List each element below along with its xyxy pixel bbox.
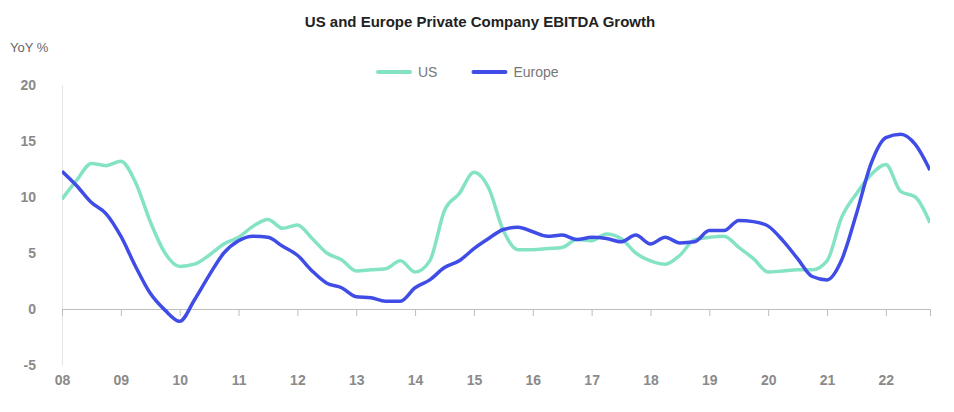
x-tick-label: 21: [820, 372, 836, 388]
legend-swatch: [473, 70, 505, 74]
x-tick-mark: [827, 309, 828, 316]
y-tick: -5: [24, 357, 62, 373]
y-tick: 5: [28, 245, 62, 261]
y-tick: 10: [20, 189, 62, 205]
y-axis-title: YoY %: [10, 40, 49, 55]
x-tick-mark: [180, 309, 181, 316]
plot-area: [62, 134, 930, 321]
x-tick: 17: [584, 309, 600, 388]
y-tick-label: 15: [20, 133, 36, 149]
y-tick: 0: [28, 301, 62, 317]
legend-label: US: [418, 64, 437, 80]
x-tick: 16: [525, 309, 541, 388]
x-tick-mark: [709, 309, 710, 316]
x-tick: 19: [702, 309, 718, 388]
series-line: [62, 161, 930, 272]
x-tick-mark: [415, 309, 416, 316]
x-tick: 14: [408, 309, 424, 388]
chart: US and Europe Private Company EBITDA Gro…: [0, 0, 954, 412]
x-tick: 11: [232, 309, 247, 388]
y-axis-line: [62, 86, 63, 366]
x-tick-label: 20: [761, 372, 777, 388]
x-tick: 22: [879, 309, 895, 388]
y-tick-label: 20: [20, 77, 36, 93]
x-tick-label: 08: [55, 372, 71, 388]
x-tick: 13: [349, 309, 365, 388]
y-tick-label: 0: [28, 301, 36, 317]
legend-swatch: [378, 70, 410, 74]
x-tick: 09: [114, 309, 130, 388]
x-tick-mark: [886, 309, 887, 316]
x-tick-mark: [533, 309, 534, 316]
x-tick-mark: [62, 309, 63, 316]
x-tick-mark: [592, 309, 593, 316]
x-tick-mark: [768, 309, 769, 316]
x-tick-label: 10: [172, 372, 188, 388]
y-tick: 15: [20, 133, 62, 149]
legend-label: Europe: [513, 64, 558, 80]
x-tick-mark: [474, 309, 475, 316]
y-tick: 20: [20, 77, 62, 93]
x-tick-label: 11: [232, 372, 247, 388]
x-tick-label: 14: [408, 372, 424, 388]
x-tick-label: 09: [114, 372, 130, 388]
series-line: [62, 134, 930, 321]
x-tick: 08: [55, 309, 71, 388]
x-tick-mark: [650, 309, 651, 316]
x-axis: 08 09 10 11 12 13 14 15 16 17 18 19 20 21 22: [55, 309, 931, 388]
x-tick-label: 22: [879, 372, 895, 388]
x-tick-label: 17: [584, 372, 600, 388]
x-tick-label: 19: [702, 372, 718, 388]
x-tick: 12: [290, 309, 306, 388]
x-tick-label: 13: [349, 372, 365, 388]
x-tick-label: 15: [467, 372, 483, 388]
y-axis: -5 0 5 10 15 20: [20, 77, 62, 373]
legend: US Europe: [378, 64, 559, 80]
x-tick-mark: [239, 309, 240, 316]
x-tick-label: 18: [643, 372, 659, 388]
x-axis-line: [63, 310, 931, 317]
title: US and Europe Private Company EBITDA Gro…: [305, 13, 655, 30]
x-tick: 21: [820, 309, 836, 388]
x-tick: 20: [761, 309, 777, 388]
y-tick-label: -5: [24, 357, 37, 373]
x-tick-mark: [297, 309, 298, 316]
x-tick-label: 12: [290, 372, 306, 388]
x-tick-mark: [356, 309, 357, 316]
x-tick-mark: [121, 309, 122, 316]
x-tick-label: 16: [525, 372, 541, 388]
y-tick-label: 10: [20, 189, 36, 205]
y-tick-label: 5: [28, 245, 36, 261]
x-tick: 15: [467, 309, 483, 388]
x-tick: 18: [643, 309, 659, 388]
